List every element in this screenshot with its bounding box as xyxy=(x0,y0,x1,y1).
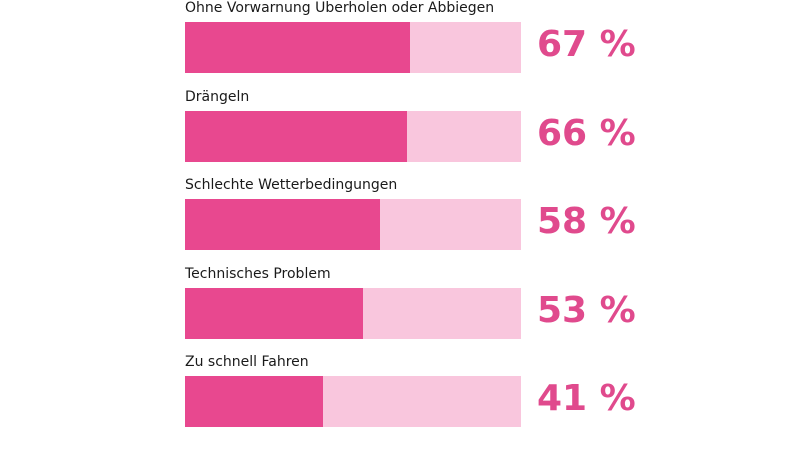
bar-track xyxy=(185,199,521,250)
category-label: Zu schnell Fahren xyxy=(185,354,309,370)
bar xyxy=(185,199,380,250)
bar-row: Technisches Problem 53 % xyxy=(185,266,645,363)
bar xyxy=(185,376,323,427)
value-label: 66 % xyxy=(537,112,636,154)
bar-track xyxy=(185,287,521,339)
bar xyxy=(185,22,411,73)
value-label: 41 % xyxy=(537,378,636,419)
value-label: 58 % xyxy=(537,201,636,242)
value-label: 67 % xyxy=(537,24,636,65)
bar xyxy=(185,110,407,162)
category-label: Schlechte Wetterbedingungen xyxy=(185,177,398,193)
bar-row: Drängeln 66 % xyxy=(185,89,645,186)
bar xyxy=(185,287,364,339)
category-label: Ohne Vorwarnung Überholen oder Abbiegen xyxy=(185,0,495,16)
bar-row: Zu schnell Fahren 41 % xyxy=(185,354,645,451)
bar-row: Schlechte Wetterbedingungen 58 % xyxy=(185,177,645,274)
bar-row: Ohne Vorwarnung Überholen oder Abbiegen … xyxy=(185,0,645,97)
category-label: Drängeln xyxy=(185,88,250,105)
bar-track xyxy=(185,110,521,162)
value-label: 53 % xyxy=(537,289,636,331)
bar-track xyxy=(185,376,521,427)
category-label: Technisches Problem xyxy=(185,265,331,282)
bar-track xyxy=(185,22,521,73)
